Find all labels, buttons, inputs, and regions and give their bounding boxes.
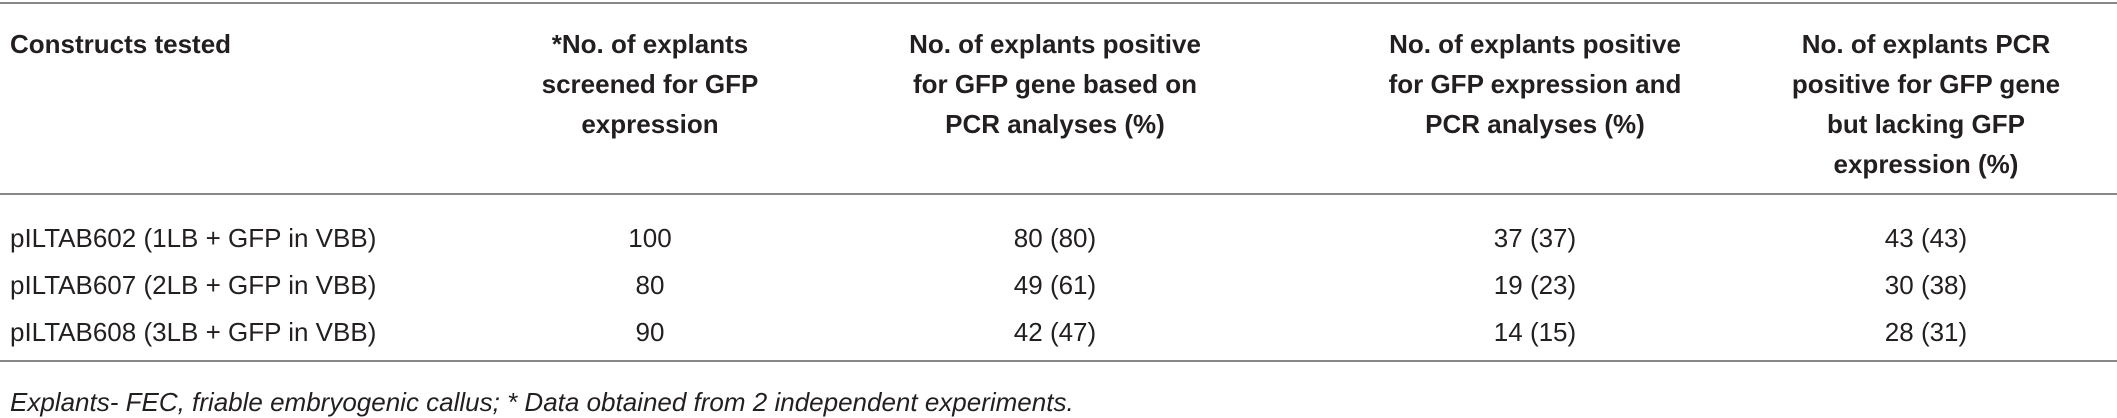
table-cell: 19 (23) (1493, 270, 1577, 300)
table-cell: 43 (43) (1884, 223, 1968, 253)
table-body: pILTAB602 (1LB + GFP in VBB) 100 80 (80) 37… (0, 194, 2117, 361)
table-row: pILTAB607 (2LB + GFP in VBB) 80 49 (61) 19 … (0, 262, 2117, 309)
table-cell: 80 (635, 270, 665, 300)
table-row: pILTAB602 (1LB + GFP in VBB) 100 80 (80) 37… (0, 194, 2117, 262)
table-cell: 80 (80) (1013, 223, 1097, 253)
table-cell: pILTAB602 (1LB + GFP in VBB) (10, 223, 377, 253)
table-header: Constructs tested *No. of explants scree… (0, 3, 2117, 194)
header-row: Constructs tested *No. of explants scree… (0, 3, 2117, 194)
table-cell: pILTAB608 (3LB + GFP in VBB) (10, 317, 377, 347)
table-row: pILTAB608 (3LB + GFP in VBB) 90 42 (47) 14 … (0, 309, 2117, 361)
table-cell: 28 (31) (1884, 317, 1968, 347)
table-cell: 100 (628, 223, 672, 253)
data-table: Constructs tested *No. of explants scree… (0, 2, 2117, 362)
footnote: Explants- FEC, friable embryogenic callu… (10, 387, 1074, 417)
table-cell: 14 (15) (1493, 317, 1577, 347)
table-cell: pILTAB607 (2LB + GFP in VBB) (10, 270, 377, 300)
table-cell: 90 (635, 317, 665, 347)
header-cell: No. of explants positive for GFP gene ba… (909, 29, 1201, 139)
header-cell: No. of explants positive for GFP express… (1388, 29, 1682, 139)
table-cell: 49 (61) (1013, 270, 1097, 300)
header-cell: No. of explants PCR positive for GFP gen… (1791, 29, 2061, 179)
header-cell: *No. of explants screened for GFP expres… (541, 29, 759, 139)
header-cell: Constructs tested (10, 29, 232, 59)
table-cell: 30 (38) (1884, 270, 1968, 300)
table-cell: 42 (47) (1013, 317, 1097, 347)
table-cell: 37 (37) (1493, 223, 1577, 253)
